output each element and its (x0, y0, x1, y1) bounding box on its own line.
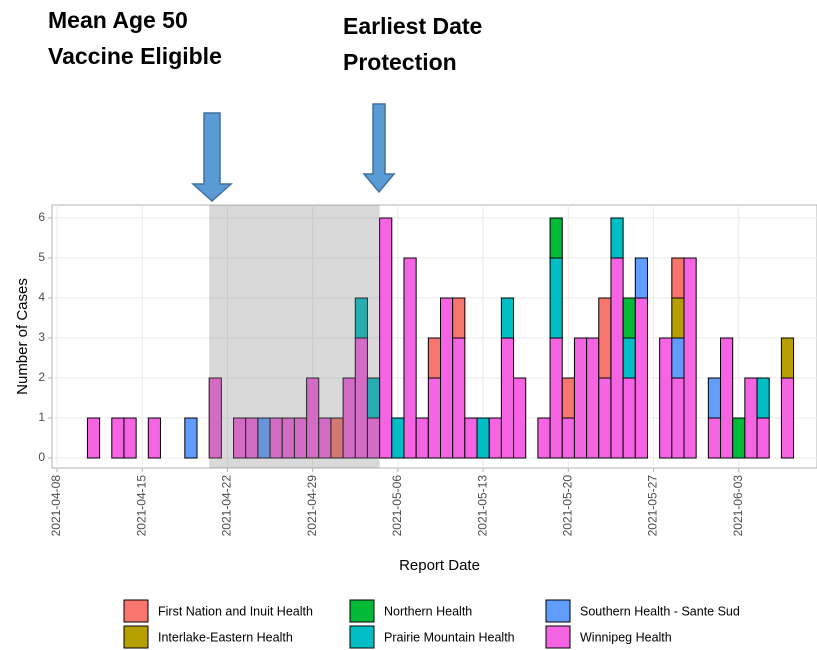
annotation: Vaccine Eligible (48, 43, 222, 69)
x-axis-title: Report Date (399, 557, 480, 574)
bar-segment (744, 377, 758, 459)
bar-segment (440, 297, 454, 459)
bar-segment (147, 417, 161, 459)
bar-segment (513, 377, 527, 459)
bar-segment (379, 217, 393, 459)
bar-segment (464, 417, 478, 459)
bar-segment (415, 417, 429, 459)
bar-segment (123, 417, 137, 459)
legend-label: First Nation and Inuit Health (158, 604, 313, 618)
bar-segment (573, 337, 588, 459)
legend-label: Northern Health (384, 604, 472, 618)
bar-segment (634, 257, 648, 299)
bar-segment (780, 337, 795, 379)
bar-segment (561, 377, 575, 419)
x-tick-label: 2021-04-08 (49, 475, 63, 537)
bar-segment (634, 297, 648, 459)
legend-label: Interlake-Eastern Health (158, 630, 293, 644)
y-axis-title: Number of Cases (14, 278, 31, 395)
bar-segment (208, 377, 222, 459)
annotation: Earliest Date (343, 13, 482, 39)
arrow (191, 112, 233, 203)
y-tick-label: 2 (38, 370, 45, 384)
bar-segment (549, 337, 563, 459)
y-tick-label: 4 (38, 290, 45, 304)
legend-label: Southern Health - Sante Sud (580, 604, 740, 618)
bar-segment (659, 337, 673, 459)
bar-segment (610, 217, 624, 259)
x-tick-label: 2021-05-27 (646, 475, 660, 537)
bar-segment (452, 337, 466, 459)
legend-label: Prairie Mountain Health (384, 630, 515, 644)
bar-segment (184, 417, 198, 459)
bar-segment (537, 417, 551, 459)
bar-segment (732, 417, 746, 459)
x-tick-label: 2021-04-29 (305, 475, 319, 537)
x-tick-label: 2021-06-03 (731, 475, 745, 537)
x-tick-label: 2021-04-22 (220, 475, 234, 537)
bar-segment (403, 257, 417, 459)
bar-segment (561, 417, 575, 459)
bar-segment (500, 337, 515, 459)
bar-segment (780, 377, 795, 459)
y-tick-label: 5 (38, 250, 45, 264)
bar-segment (476, 417, 490, 459)
x-tick-label: 2021-05-20 (561, 475, 575, 537)
x-tick-label: 2021-04-15 (134, 475, 148, 537)
x-tick-label: 2021-05-13 (475, 475, 489, 537)
shaded-period (209, 205, 380, 468)
y-tick-label: 0 (38, 450, 45, 464)
bar-segment (756, 417, 770, 459)
bar-segment (707, 377, 722, 419)
bar-segment (671, 257, 685, 299)
bar-segment (549, 217, 563, 259)
arrow (362, 103, 396, 194)
bar-segment (720, 337, 734, 459)
bar-segment (671, 297, 685, 339)
bar-segment (622, 337, 636, 379)
bar-segment (610, 257, 624, 459)
legend-swatch (123, 599, 149, 623)
bar-segment (427, 377, 442, 459)
y-tick-label: 1 (38, 410, 45, 424)
bar-segment (671, 377, 685, 459)
bar-segment (756, 377, 770, 419)
x-tick-label: 2021-05-06 (390, 475, 404, 537)
bar-segment (598, 377, 612, 459)
annotation: Protection (343, 49, 457, 75)
bar-segment (354, 297, 368, 339)
bar-segment (488, 417, 502, 459)
bar-segment (683, 257, 697, 459)
bar-segment (86, 417, 101, 459)
bar-segment (622, 297, 636, 339)
bar-segment (452, 297, 466, 339)
bar-segment (549, 257, 563, 339)
bar-segment (391, 417, 405, 459)
bar-segment (598, 297, 612, 379)
annotation: Mean Age 50 (48, 7, 188, 33)
bar-segment (671, 337, 685, 379)
legend-swatch (123, 625, 149, 649)
bar-segment (707, 417, 722, 459)
legend-swatch (545, 599, 571, 623)
bar-segment (427, 337, 442, 379)
bar-segment (622, 377, 636, 459)
y-tick-label: 3 (38, 330, 45, 344)
legend-swatch (349, 599, 375, 623)
bar-segment (586, 337, 600, 459)
arrows (191, 103, 396, 203)
bar-segment (500, 297, 515, 339)
legend-swatch (545, 625, 571, 649)
y-tick-label: 6 (38, 210, 45, 224)
bar-segment (111, 417, 125, 459)
legend-swatch (349, 625, 375, 649)
legend-label: Winnipeg Health (580, 630, 672, 644)
